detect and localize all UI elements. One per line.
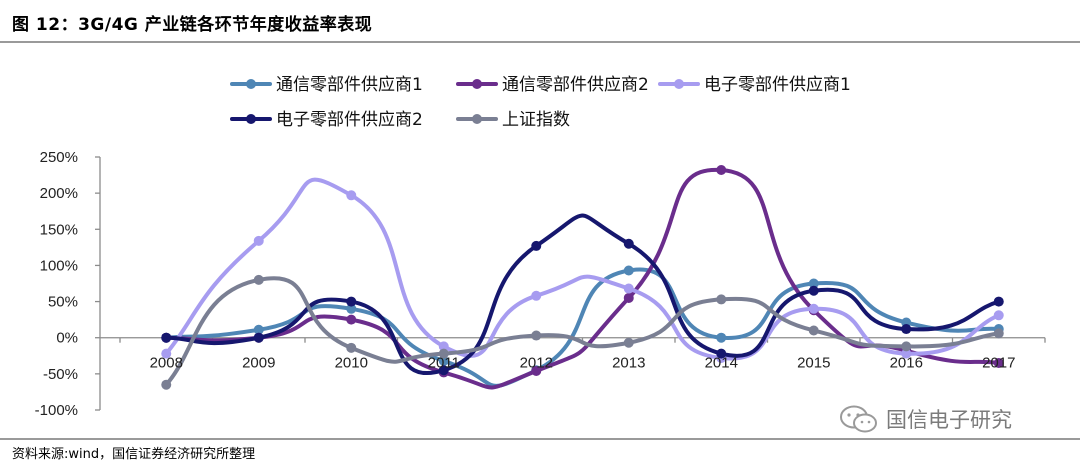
legend-item: 电子零部件供应商1 [658,75,851,95]
x-tick-label: 2013 [612,355,645,372]
data-point [438,355,449,366]
legend-item: 电子零部件供应商2 [230,110,423,130]
x-tick-label: 2016 [890,355,923,372]
data-point [531,330,542,341]
legend-label: 电子零部件供应商1 [704,75,851,95]
data-point [623,238,634,249]
legend-item: 通信零部件供应商1 [230,75,423,95]
series-3 [161,177,1004,363]
legend-swatch-marker [472,79,482,89]
series-line [164,177,1001,361]
x-tick-label: 2015 [797,355,830,372]
y-tick-label: 150% [40,221,78,238]
x-tick-label: 2010 [335,355,368,372]
series-line [164,276,1001,387]
data-point [346,190,357,201]
data-point [901,341,912,352]
data-point [531,290,542,301]
legend-label: 上证指数 [502,110,570,130]
x-tick-labels: 2008 2009 2010 2011 2012 2013 2014 2015 2016 2017 [150,355,1016,372]
y-tick-label: -50% [43,366,78,383]
data-point [623,337,634,348]
x-tick-label: 2011 [428,355,460,372]
data-point [716,348,727,359]
watermark: 国信电子研究 [838,400,1058,436]
series-line [164,267,1001,388]
legend-swatch-marker [246,114,256,124]
watermark-text: 国信电子研究 [886,408,1012,432]
data-point [993,296,1004,307]
title-bar: 图 12：3G/4G 产业链各环节年度收益率表现 [0,0,1080,41]
data-point [808,285,819,296]
series-lines [161,165,1004,390]
series-5 [161,274,1004,390]
y-tick-label: 200% [40,185,78,202]
data-point [438,365,449,376]
data-point [253,235,264,246]
data-point [993,358,1004,369]
data-point [808,278,819,289]
legend-swatch-marker [246,79,256,89]
legend-swatch-marker [674,79,684,89]
series-line [164,213,1001,375]
data-point [531,240,542,251]
data-point [253,324,264,335]
legend-label: 电子零部件供应商2 [276,110,423,130]
data-point [993,328,1004,339]
legend-label: 通信零部件供应商2 [502,75,649,95]
data-point [253,274,264,285]
legend-item: 通信零部件供应商2 [456,75,649,95]
data-point [346,314,357,325]
axes: -100% -50% 0% 50% 100% 150% 200% 250% [35,149,1046,419]
data-point [161,348,172,359]
data-point [346,296,357,307]
data-point [161,379,172,390]
data-point [253,332,264,343]
y-tick-label: -100% [35,402,78,419]
legend: 通信零部件供应商1 通信零部件供应商2 电子零部件供应商1 电子零部件供应商2 上证指数 [230,75,851,130]
series-4 [161,213,1004,376]
data-point [808,325,819,336]
data-point [438,348,449,359]
data-point [161,332,172,343]
data-point [716,294,727,305]
y-tick-label: 50% [48,294,78,311]
data-point [346,342,357,353]
y-tick-label: 100% [40,257,78,274]
data-point [438,341,449,352]
legend-item: 上证指数 [456,110,570,130]
title-divider [0,41,1080,43]
wechat-icon [840,405,877,433]
legend-swatch-marker [472,114,482,124]
data-point [346,303,357,314]
legend-label: 通信零部件供应商1 [276,75,423,95]
x-tick-label: 2012 [520,355,553,372]
y-tick-label: 0% [56,330,78,347]
data-point [531,365,542,376]
data-point [623,265,634,276]
data-point [716,332,727,343]
x-tick-label: 2014 [705,355,738,372]
data-point [901,324,912,335]
data-point [901,348,912,359]
footer-divider [0,438,1080,440]
chart-title: 图 12：3G/4G 产业链各环节年度收益率表现 [12,15,373,35]
data-point [993,310,1004,321]
data-point [623,283,634,294]
series-line [164,167,1001,390]
x-tick-label: 2009 [242,355,275,372]
data-point [623,292,634,303]
source-note: 资料来源:wind，国信证券经济研究所整理 [12,447,256,462]
data-point [808,303,819,314]
x-tick-label: 2008 [150,355,183,372]
y-tick-label: 250% [40,149,78,166]
x-tick-label: 2017 [982,355,1015,372]
data-point [716,165,727,176]
